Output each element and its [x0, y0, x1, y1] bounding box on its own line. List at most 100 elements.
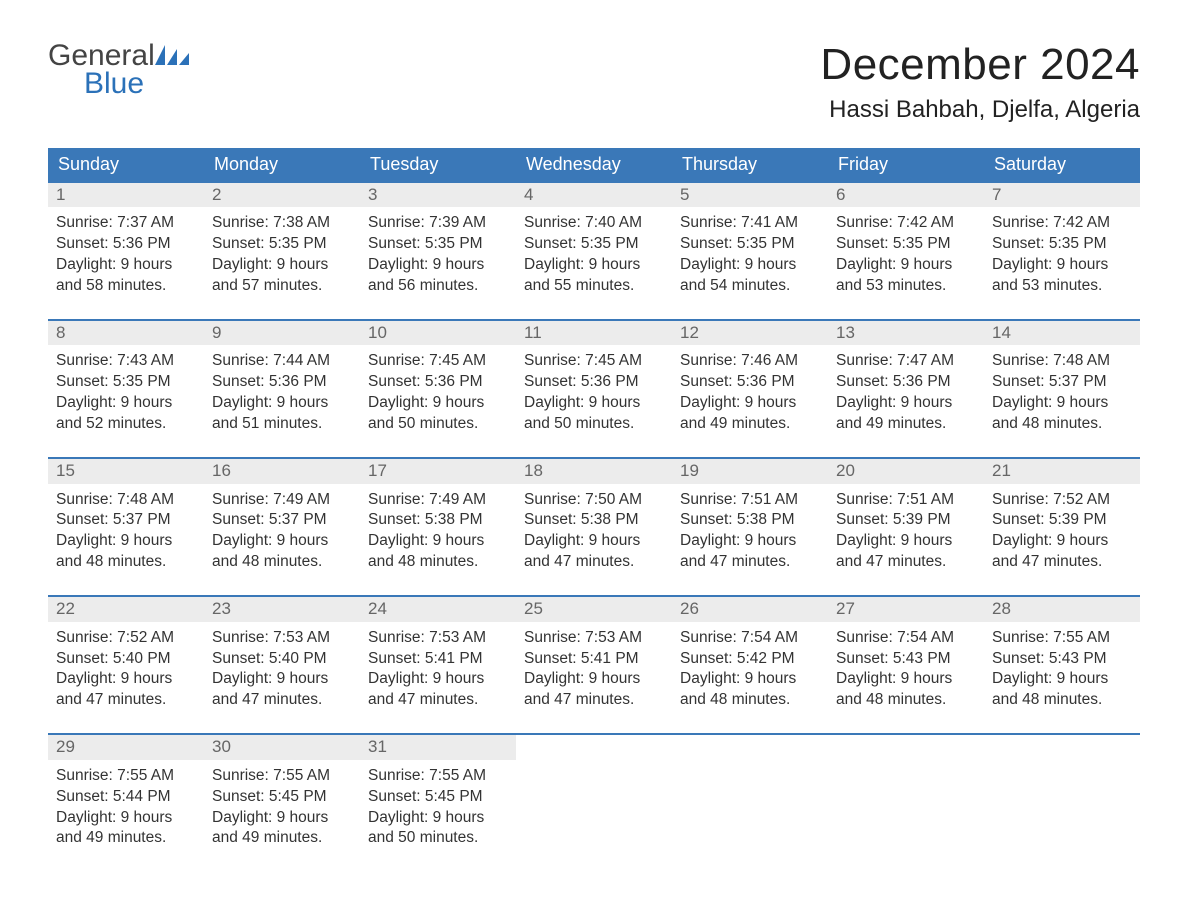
daylight-line-2: and 48 minutes.	[212, 552, 352, 573]
day-number: 13	[828, 321, 984, 345]
day-content: Sunrise: 7:48 AMSunset: 5:37 PMDaylight:…	[984, 345, 1140, 441]
sunset-line: Sunset: 5:41 PM	[368, 649, 508, 670]
weeks-container: 1Sunrise: 7:37 AMSunset: 5:36 PMDaylight…	[48, 181, 1140, 855]
calendar-day: 18Sunrise: 7:50 AMSunset: 5:38 PMDayligh…	[516, 459, 672, 579]
daylight-line-1: Daylight: 9 hours	[212, 255, 352, 276]
day-content: Sunrise: 7:55 AMSunset: 5:45 PMDaylight:…	[360, 760, 516, 856]
day-content: Sunrise: 7:50 AMSunset: 5:38 PMDaylight:…	[516, 484, 672, 580]
day-content: Sunrise: 7:46 AMSunset: 5:36 PMDaylight:…	[672, 345, 828, 441]
daylight-line-1: Daylight: 9 hours	[56, 393, 196, 414]
day-content: Sunrise: 7:52 AMSunset: 5:40 PMDaylight:…	[48, 622, 204, 718]
calendar-week: 15Sunrise: 7:48 AMSunset: 5:37 PMDayligh…	[48, 457, 1140, 579]
sunset-line: Sunset: 5:40 PM	[212, 649, 352, 670]
daylight-line-2: and 50 minutes.	[368, 414, 508, 435]
day-number: 21	[984, 459, 1140, 483]
sunrise-line: Sunrise: 7:51 AM	[680, 490, 820, 511]
day-content: Sunrise: 7:45 AMSunset: 5:36 PMDaylight:…	[516, 345, 672, 441]
sunset-line: Sunset: 5:38 PM	[680, 510, 820, 531]
daylight-line-2: and 54 minutes.	[680, 276, 820, 297]
sunrise-line: Sunrise: 7:45 AM	[524, 351, 664, 372]
sunrise-line: Sunrise: 7:44 AM	[212, 351, 352, 372]
day-content: Sunrise: 7:53 AMSunset: 5:41 PMDaylight:…	[360, 622, 516, 718]
day-number: 5	[672, 183, 828, 207]
daylight-line-1: Daylight: 9 hours	[836, 531, 976, 552]
calendar-day: 27Sunrise: 7:54 AMSunset: 5:43 PMDayligh…	[828, 597, 984, 717]
daylight-line-1: Daylight: 9 hours	[56, 808, 196, 829]
logo-text: General Blue	[48, 40, 189, 99]
day-number: 2	[204, 183, 360, 207]
sunrise-line: Sunrise: 7:40 AM	[524, 213, 664, 234]
weekday-header: Friday	[828, 148, 984, 181]
sunrise-line: Sunrise: 7:50 AM	[524, 490, 664, 511]
day-number: 14	[984, 321, 1140, 345]
daylight-line-2: and 47 minutes.	[524, 552, 664, 573]
day-content: Sunrise: 7:55 AMSunset: 5:44 PMDaylight:…	[48, 760, 204, 856]
day-number: 25	[516, 597, 672, 621]
daylight-line-2: and 56 minutes.	[368, 276, 508, 297]
daylight-line-1: Daylight: 9 hours	[368, 669, 508, 690]
daylight-line-1: Daylight: 9 hours	[836, 393, 976, 414]
sunrise-line: Sunrise: 7:41 AM	[680, 213, 820, 234]
sunset-line: Sunset: 5:38 PM	[524, 510, 664, 531]
day-number: 8	[48, 321, 204, 345]
day-content: Sunrise: 7:40 AMSunset: 5:35 PMDaylight:…	[516, 207, 672, 303]
calendar-day: 23Sunrise: 7:53 AMSunset: 5:40 PMDayligh…	[204, 597, 360, 717]
day-content: Sunrise: 7:49 AMSunset: 5:37 PMDaylight:…	[204, 484, 360, 580]
weekday-header: Monday	[204, 148, 360, 181]
calendar-day: 8Sunrise: 7:43 AMSunset: 5:35 PMDaylight…	[48, 321, 204, 441]
calendar-day: 1Sunrise: 7:37 AMSunset: 5:36 PMDaylight…	[48, 183, 204, 303]
sunrise-line: Sunrise: 7:48 AM	[56, 490, 196, 511]
page-header: General Blue December 2024 Hassi Bahbah,…	[48, 40, 1140, 124]
daylight-line-2: and 47 minutes.	[368, 690, 508, 711]
sunset-line: Sunset: 5:36 PM	[368, 372, 508, 393]
daylight-line-1: Daylight: 9 hours	[368, 393, 508, 414]
calendar-day: 14Sunrise: 7:48 AMSunset: 5:37 PMDayligh…	[984, 321, 1140, 441]
sunrise-line: Sunrise: 7:53 AM	[212, 628, 352, 649]
sunset-line: Sunset: 5:35 PM	[524, 234, 664, 255]
daylight-line-2: and 51 minutes.	[212, 414, 352, 435]
day-number: 29	[48, 735, 204, 759]
calendar-day: 13Sunrise: 7:47 AMSunset: 5:36 PMDayligh…	[828, 321, 984, 441]
sunset-line: Sunset: 5:44 PM	[56, 787, 196, 808]
calendar-day: 28Sunrise: 7:55 AMSunset: 5:43 PMDayligh…	[984, 597, 1140, 717]
daylight-line-2: and 57 minutes.	[212, 276, 352, 297]
daylight-line-1: Daylight: 9 hours	[368, 808, 508, 829]
sunrise-line: Sunrise: 7:39 AM	[368, 213, 508, 234]
day-number: 30	[204, 735, 360, 759]
daylight-line-1: Daylight: 9 hours	[524, 393, 664, 414]
sunset-line: Sunset: 5:45 PM	[368, 787, 508, 808]
daylight-line-1: Daylight: 9 hours	[836, 255, 976, 276]
daylight-line-1: Daylight: 9 hours	[992, 669, 1132, 690]
calendar-day: 24Sunrise: 7:53 AMSunset: 5:41 PMDayligh…	[360, 597, 516, 717]
day-number: 6	[828, 183, 984, 207]
daylight-line-2: and 49 minutes.	[836, 414, 976, 435]
sunset-line: Sunset: 5:36 PM	[56, 234, 196, 255]
daylight-line-1: Daylight: 9 hours	[680, 393, 820, 414]
sunset-line: Sunset: 5:41 PM	[524, 649, 664, 670]
sunrise-line: Sunrise: 7:55 AM	[992, 628, 1132, 649]
daylight-line-1: Daylight: 9 hours	[992, 255, 1132, 276]
daylight-line-2: and 47 minutes.	[680, 552, 820, 573]
sunrise-line: Sunrise: 7:43 AM	[56, 351, 196, 372]
sunset-line: Sunset: 5:37 PM	[56, 510, 196, 531]
daylight-line-2: and 48 minutes.	[368, 552, 508, 573]
sunset-line: Sunset: 5:42 PM	[680, 649, 820, 670]
daylight-line-1: Daylight: 9 hours	[992, 531, 1132, 552]
day-number: 22	[48, 597, 204, 621]
calendar-day: 15Sunrise: 7:48 AMSunset: 5:37 PMDayligh…	[48, 459, 204, 579]
page-title: December 2024	[820, 40, 1140, 90]
day-content: Sunrise: 7:42 AMSunset: 5:35 PMDaylight:…	[828, 207, 984, 303]
daylight-line-2: and 50 minutes.	[368, 828, 508, 849]
daylight-line-2: and 48 minutes.	[56, 552, 196, 573]
day-number: 28	[984, 597, 1140, 621]
sunset-line: Sunset: 5:35 PM	[680, 234, 820, 255]
calendar-day: 6Sunrise: 7:42 AMSunset: 5:35 PMDaylight…	[828, 183, 984, 303]
calendar-day: 22Sunrise: 7:52 AMSunset: 5:40 PMDayligh…	[48, 597, 204, 717]
daylight-line-1: Daylight: 9 hours	[992, 393, 1132, 414]
day-number: 20	[828, 459, 984, 483]
sunset-line: Sunset: 5:45 PM	[212, 787, 352, 808]
daylight-line-1: Daylight: 9 hours	[680, 669, 820, 690]
sunrise-line: Sunrise: 7:46 AM	[680, 351, 820, 372]
sunrise-line: Sunrise: 7:38 AM	[212, 213, 352, 234]
day-number: 18	[516, 459, 672, 483]
